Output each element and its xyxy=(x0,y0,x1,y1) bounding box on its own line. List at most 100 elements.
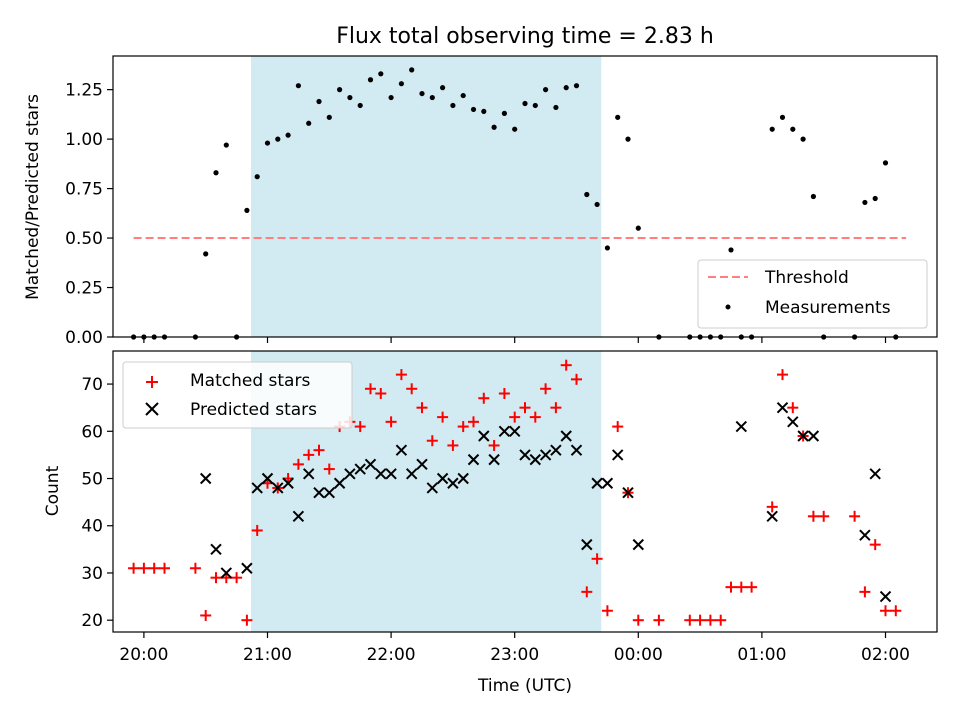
matched-star-point xyxy=(550,402,562,414)
predicted-star-point xyxy=(261,472,274,485)
matched-star-point xyxy=(632,614,644,626)
measurement-point xyxy=(501,110,507,116)
matched-star-point xyxy=(313,444,325,456)
matched-star-point xyxy=(375,388,387,400)
measurement-point xyxy=(491,124,497,130)
count-y-tick-label: 50 xyxy=(81,470,103,490)
count-panel: 20 30 40 50 60 70 20:00 21:00 22:00 23:00 00:00 01… xyxy=(43,350,938,696)
matched-star-point xyxy=(880,605,891,617)
measurement-point xyxy=(337,87,343,93)
matched-star-point xyxy=(210,572,222,584)
matched-star-point xyxy=(529,411,541,423)
count-y-tick-label: 30 xyxy=(81,564,103,584)
predicted-star-point xyxy=(302,468,315,480)
matched-legend-label: Matched stars xyxy=(190,371,310,391)
measurement-point xyxy=(635,225,641,231)
measurement-point xyxy=(573,83,580,89)
predicted-star-point xyxy=(498,425,511,437)
matched-star-point xyxy=(684,614,696,626)
predicted-star-point xyxy=(426,482,439,494)
predicted-star-point xyxy=(313,486,325,499)
matched-star-point xyxy=(365,383,376,395)
matched-star-point xyxy=(128,562,140,574)
matched-legend-handle xyxy=(146,376,158,388)
matched-star-point xyxy=(251,524,263,536)
measurement-point xyxy=(543,87,549,93)
predicted-star-point xyxy=(447,477,459,489)
predicted-star-point xyxy=(354,463,366,475)
measurement-point xyxy=(213,170,219,176)
matched-star-point xyxy=(581,586,593,598)
predicted-star-point xyxy=(405,468,418,480)
predicted-star-point xyxy=(807,430,820,442)
ratio-y-tick-label: 0.00 xyxy=(65,328,103,348)
measurement-point xyxy=(512,126,518,132)
measurement-point xyxy=(728,247,734,253)
matched-star-point xyxy=(766,501,778,513)
measurement-point xyxy=(203,251,209,257)
predicted-star-point xyxy=(199,472,212,485)
matched-star-point xyxy=(560,359,572,371)
measurement-point xyxy=(367,77,374,83)
predicted-star-point xyxy=(467,453,480,466)
predicted-star-point xyxy=(611,449,624,461)
matched-star-point xyxy=(488,439,500,451)
measurement-point xyxy=(553,104,559,111)
matched-star-point xyxy=(849,510,861,522)
ratio-y-tick-label: 0.25 xyxy=(65,279,103,299)
count-y-tick-label: 70 xyxy=(81,375,103,395)
measurement-point xyxy=(295,83,301,89)
matched-star-point xyxy=(725,581,737,593)
count-y-tick-label: 20 xyxy=(81,611,103,631)
predicted-star-point xyxy=(220,567,233,579)
measurement-point xyxy=(481,108,487,115)
matched-star-point xyxy=(807,510,819,522)
ratio-panel: 0.00 0.25 0.50 0.75 1.00 1.25 Matched/Predict… xyxy=(23,55,938,348)
ratio-y-axis-label: Matched/Predicted stars xyxy=(23,94,43,300)
measurements-legend-handle xyxy=(725,304,731,310)
time-x-tick-label: 00:00 xyxy=(614,645,663,665)
predicted-star-point xyxy=(333,477,346,489)
measurement-point xyxy=(409,67,415,73)
matched-star-point xyxy=(292,458,304,470)
measurement-point xyxy=(872,195,878,202)
matched-star-point xyxy=(457,421,469,433)
predicted-star-point xyxy=(385,468,397,480)
measurement-point xyxy=(316,98,322,105)
time-x-tick-label: 02:00 xyxy=(861,645,910,665)
matched-star-point xyxy=(694,614,706,626)
predicted-star-point xyxy=(797,430,809,442)
matched-star-point xyxy=(323,463,335,475)
ratio-observing-window xyxy=(251,56,602,337)
matched-star-point xyxy=(138,562,150,574)
matched-star-point xyxy=(406,383,418,395)
matched-star-point xyxy=(601,605,613,617)
predicted-star-point xyxy=(375,468,387,480)
matched-star-point xyxy=(437,411,449,423)
predicted-star-point xyxy=(570,444,583,456)
matched-star-point xyxy=(416,402,428,414)
predicted-star-point xyxy=(251,482,263,494)
predicted-star-point xyxy=(766,510,778,523)
matched-star-point xyxy=(704,614,716,626)
time-x-tick-label: 22:00 xyxy=(367,645,416,665)
matched-star-point xyxy=(777,369,788,381)
measurement-point xyxy=(388,94,394,101)
measurement-point xyxy=(223,142,229,148)
measurement-point xyxy=(378,71,384,77)
measurement-point xyxy=(862,199,868,206)
measurement-point xyxy=(306,120,312,126)
matched-star-point xyxy=(519,402,531,414)
predicted-star-point xyxy=(210,543,222,556)
predicted-star-point xyxy=(869,468,881,480)
predicted-star-point xyxy=(632,538,645,551)
measurement-point xyxy=(810,193,817,200)
chart-title: Flux total observing time = 2.83 h xyxy=(336,24,714,49)
predicted-star-point xyxy=(519,449,531,461)
predicted-star-point xyxy=(395,444,408,456)
predicted-star-point xyxy=(859,529,871,541)
matched-star-point xyxy=(148,562,160,574)
measurement-point xyxy=(326,114,332,120)
matched-star-point xyxy=(540,383,552,395)
matched-star-point xyxy=(468,416,479,428)
